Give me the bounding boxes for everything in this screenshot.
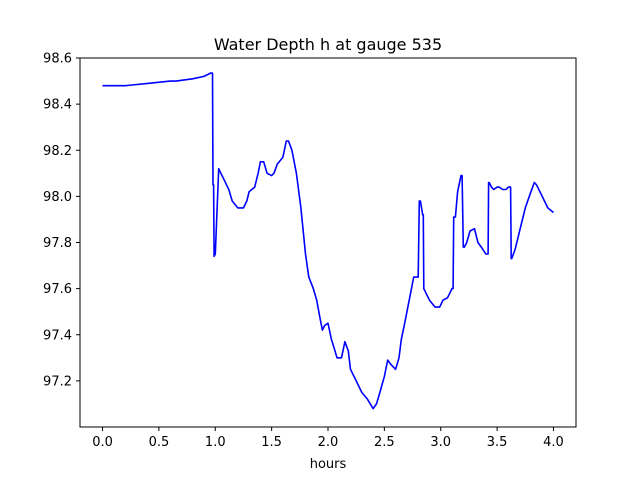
- chart-title: Water Depth h at gauge 535: [214, 35, 442, 54]
- y-tick-label: 97.6: [43, 282, 72, 297]
- x-tick-label: 3.0: [430, 435, 451, 450]
- y-tick-label: 98.0: [43, 190, 72, 205]
- x-tick-label: 0.5: [149, 435, 170, 450]
- x-tick-label: 1.5: [261, 435, 282, 450]
- axes-background: [80, 58, 576, 427]
- series-line: [102, 72, 555, 410]
- series-layer: [102, 72, 555, 410]
- x-tick-label: 2.5: [374, 435, 395, 450]
- y-tick-label: 98.4: [43, 98, 72, 113]
- y-tick-label: 98.2: [43, 144, 72, 159]
- x-tick-label: 1.0: [205, 435, 226, 450]
- y-tick-label: 97.4: [43, 328, 72, 343]
- x-tick-label: 0.0: [92, 435, 113, 450]
- y-axis-ticks: 97.2 97.4 97.6 97.8 98.0 98.2 98.4 98.6: [43, 52, 80, 389]
- plot-area: [80, 58, 576, 427]
- y-tick-label: 98.6: [43, 52, 72, 67]
- x-tick-label: 2.0: [318, 435, 339, 450]
- x-axis-label: hours: [310, 457, 347, 472]
- x-tick-label: 4.0: [543, 435, 564, 450]
- y-tick-label: 97.2: [43, 374, 72, 389]
- x-axis-ticks: 0.0 0.5 1.0 1.5 2.0 2.5 3.0 3.5 4.0: [92, 427, 564, 450]
- y-tick-label: 97.8: [43, 236, 72, 251]
- x-tick-label: 3.5: [487, 435, 508, 450]
